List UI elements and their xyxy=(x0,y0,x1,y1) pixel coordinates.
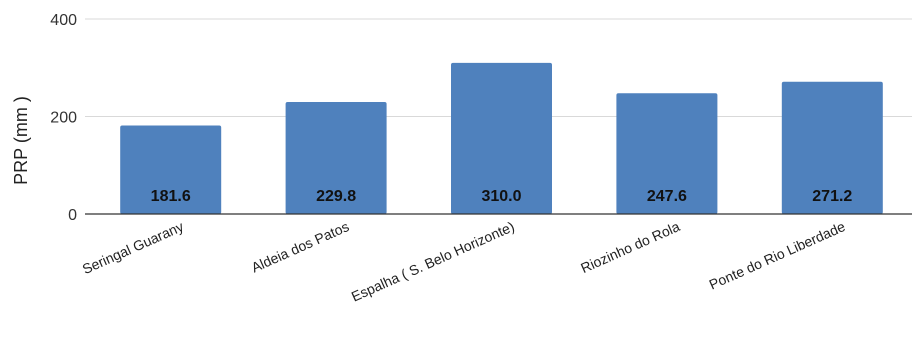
data-label-0: 181.6 xyxy=(151,188,191,205)
data-label-2: 310.0 xyxy=(481,188,521,205)
data-labels: 181.6 229.8 310.0 247.6 271.2 xyxy=(151,188,853,205)
bar-1 xyxy=(285,101,387,214)
category-label-3: Riozinho do Rola xyxy=(578,218,682,276)
bar-3 xyxy=(616,93,718,214)
data-label-4: 271.2 xyxy=(812,188,852,205)
y-tick-labels: 0 200 400 xyxy=(50,12,77,224)
category-label-0: Seringal Guarany xyxy=(80,218,186,277)
bar-2 xyxy=(451,62,552,214)
category-label-2: Espalha ( S. Belo Horizonte) xyxy=(349,218,517,304)
bar-4 xyxy=(781,81,883,214)
y-tick-label-0: 0 xyxy=(68,207,77,224)
category-labels: Seringal Guarany Aldeia dos PatosEspalha … xyxy=(80,218,848,305)
category-label-1: Aldeia dos Patos xyxy=(249,218,352,275)
data-label-1: 229.8 xyxy=(316,188,356,205)
bars xyxy=(120,62,883,214)
y-tick-label-1: 200 xyxy=(50,110,77,127)
bar-0 xyxy=(120,125,222,214)
category-label-4: Ponte do Rio Liberdade xyxy=(707,218,848,293)
y-axis-title: PRP (mm ) xyxy=(11,96,31,185)
y-tick-label-2: 400 xyxy=(50,12,77,29)
data-label-3: 247.6 xyxy=(647,188,687,205)
